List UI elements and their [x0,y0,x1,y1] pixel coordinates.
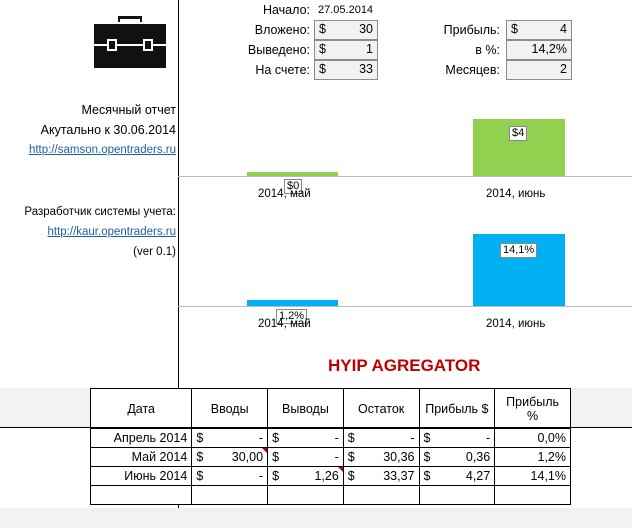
developer-label: Разработчик системы учета: [24,206,176,218]
withdrawn-label: Выведено: [247,43,310,57]
chart1-label-may: $0 [284,179,303,194]
comment-marker [262,448,268,453]
table-row: Июнь 2014 $ - $1,26 $33,37 $4,27 14,1% [89,466,571,486]
table-header-line [0,427,632,428]
chart2-axis [178,306,632,307]
start-date: 27.05.2014 [318,4,374,16]
withdrawn-value: $1 [314,40,378,60]
comment-marker [337,467,343,472]
report-table: Дата Вводы Выводы Остаток Прибыль $ Приб… [89,388,571,505]
chart2-bar-may [247,300,338,306]
table-row [89,485,571,505]
profit-value: $4 [506,20,572,40]
chart2-tick-may: 2014, май [258,318,311,330]
col-profit-pct: Прибыль % [494,388,571,429]
start-label: Начало: [262,3,310,17]
col-balance: Остаток [342,388,420,429]
col-in: Вводы [191,388,269,429]
months-label: Месяцев: [445,63,500,77]
chart2-label-may: 1,2% [276,309,308,324]
chart1-tick-june: 2014, июнь [486,188,546,200]
chart1-label-june: $4 [509,126,528,141]
chart2-label-june: 14,1% [500,243,538,258]
chart1-bar-may [247,172,338,176]
footer-band [0,508,632,528]
invested-value: $30 [314,20,378,40]
version-label: (ver 0.1) [133,246,176,258]
chart1-tick-may: 2014, май [258,188,311,200]
percent-label: в %: [475,43,500,57]
page-title: HYIP AGREGATOR [328,356,481,375]
left-panel-divider [178,0,179,528]
table-row: Май 2014 $30,00 $ - $30,36 $0,36 1,2% [89,447,571,467]
col-out: Выводы [267,388,344,429]
briefcase-icon [94,16,166,68]
chart2-tick-june: 2014, июнь [486,318,546,330]
invested-label: Вложено: [254,23,310,37]
table-row: Апрель 2014 $ - $ - $ - $ - 0,0% [89,428,571,448]
profit-label: Прибыль: [443,23,500,37]
report-title: Месячный отчет [81,103,176,117]
col-profit-usd: Прибыль $ [418,388,496,429]
actual-date: Акутально к 30.06.2014 [40,123,176,137]
developer-link[interactable]: http://kaur.opentraders.ru [47,226,177,238]
balance-value: $33 [314,60,378,80]
site-link[interactable]: http://samson.opentraders.ru [28,144,176,156]
balance-label: На счете: [255,63,310,77]
col-date: Дата [89,388,193,429]
months-value: 2 [506,60,572,80]
chart1-axis [178,176,632,177]
percent-value: 14,2% [506,40,572,60]
